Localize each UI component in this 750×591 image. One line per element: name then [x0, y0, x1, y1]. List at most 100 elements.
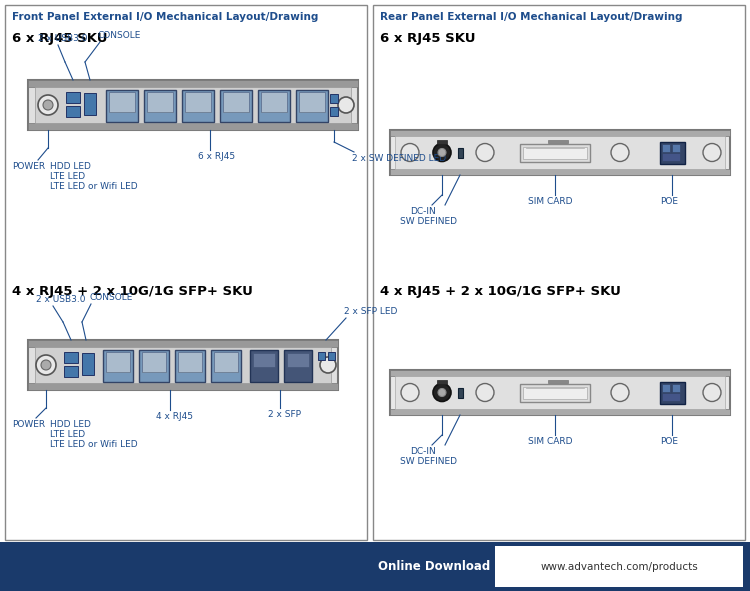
- FancyBboxPatch shape: [66, 92, 80, 103]
- FancyBboxPatch shape: [662, 393, 680, 401]
- FancyBboxPatch shape: [103, 350, 133, 382]
- FancyBboxPatch shape: [330, 107, 338, 116]
- FancyBboxPatch shape: [223, 92, 249, 112]
- Text: POWER: POWER: [12, 162, 45, 171]
- Circle shape: [476, 144, 494, 161]
- FancyBboxPatch shape: [0, 542, 750, 591]
- FancyBboxPatch shape: [258, 90, 290, 122]
- Text: SW DEFINED: SW DEFINED: [400, 217, 457, 226]
- Circle shape: [438, 148, 446, 157]
- Text: SIM CARD: SIM CARD: [528, 197, 572, 206]
- FancyBboxPatch shape: [35, 347, 331, 383]
- FancyBboxPatch shape: [182, 90, 214, 122]
- FancyBboxPatch shape: [28, 80, 358, 87]
- FancyBboxPatch shape: [142, 352, 166, 372]
- FancyBboxPatch shape: [109, 92, 135, 112]
- FancyBboxPatch shape: [523, 387, 587, 399]
- FancyBboxPatch shape: [139, 350, 169, 382]
- FancyBboxPatch shape: [390, 130, 730, 136]
- FancyBboxPatch shape: [458, 388, 463, 398]
- FancyBboxPatch shape: [660, 382, 685, 404]
- FancyBboxPatch shape: [672, 144, 680, 152]
- FancyBboxPatch shape: [395, 136, 725, 169]
- FancyBboxPatch shape: [390, 130, 730, 175]
- Circle shape: [611, 144, 629, 161]
- FancyBboxPatch shape: [185, 92, 211, 112]
- FancyBboxPatch shape: [84, 93, 96, 115]
- Text: POE: POE: [660, 437, 678, 446]
- FancyBboxPatch shape: [548, 140, 568, 143]
- Text: SIM CARD: SIM CARD: [528, 437, 572, 446]
- Text: SW DEFINED: SW DEFINED: [400, 457, 457, 466]
- FancyBboxPatch shape: [296, 90, 328, 122]
- FancyBboxPatch shape: [144, 90, 176, 122]
- FancyBboxPatch shape: [662, 153, 680, 161]
- Circle shape: [320, 357, 336, 373]
- FancyBboxPatch shape: [437, 140, 447, 144]
- FancyBboxPatch shape: [5, 5, 367, 540]
- FancyBboxPatch shape: [28, 383, 338, 390]
- Text: 4 x RJ45 + 2 x 10G/1G SFP+ SKU: 4 x RJ45 + 2 x 10G/1G SFP+ SKU: [380, 285, 621, 298]
- Circle shape: [43, 100, 53, 110]
- Text: LTE LED or Wifi LED: LTE LED or Wifi LED: [50, 182, 138, 191]
- Text: LTE LED: LTE LED: [50, 430, 85, 439]
- FancyBboxPatch shape: [390, 169, 730, 175]
- FancyBboxPatch shape: [28, 340, 338, 390]
- FancyBboxPatch shape: [178, 352, 202, 372]
- FancyBboxPatch shape: [520, 384, 590, 402]
- FancyBboxPatch shape: [672, 384, 680, 392]
- FancyBboxPatch shape: [35, 87, 351, 123]
- FancyBboxPatch shape: [662, 384, 670, 392]
- Text: 6 x RJ45: 6 x RJ45: [198, 152, 236, 161]
- Circle shape: [38, 95, 58, 115]
- Text: 4 x RJ45: 4 x RJ45: [156, 412, 193, 421]
- Text: 4 x RJ45 + 2 x 10G/1G SFP+ SKU: 4 x RJ45 + 2 x 10G/1G SFP+ SKU: [12, 285, 253, 298]
- FancyBboxPatch shape: [106, 90, 138, 122]
- FancyBboxPatch shape: [64, 366, 78, 377]
- Circle shape: [338, 97, 354, 113]
- Text: 2 x SFP LED: 2 x SFP LED: [344, 307, 398, 316]
- FancyBboxPatch shape: [82, 353, 94, 375]
- Text: 6 x RJ45 SKU: 6 x RJ45 SKU: [12, 32, 107, 45]
- FancyBboxPatch shape: [318, 352, 325, 360]
- FancyBboxPatch shape: [28, 80, 358, 130]
- FancyBboxPatch shape: [106, 352, 130, 372]
- Text: 2 x USB3.0: 2 x USB3.0: [36, 295, 86, 304]
- Text: LTE LED: LTE LED: [50, 172, 85, 181]
- Text: HDD LED: HDD LED: [50, 162, 91, 171]
- Circle shape: [41, 360, 51, 370]
- FancyBboxPatch shape: [328, 352, 335, 360]
- Text: POE: POE: [660, 197, 678, 206]
- FancyBboxPatch shape: [64, 352, 78, 363]
- Circle shape: [36, 355, 56, 375]
- Text: 2 x SFP: 2 x SFP: [268, 410, 301, 419]
- FancyBboxPatch shape: [147, 92, 173, 112]
- FancyBboxPatch shape: [253, 353, 275, 367]
- FancyBboxPatch shape: [211, 350, 241, 382]
- Text: 6 x RJ45 SKU: 6 x RJ45 SKU: [380, 32, 476, 45]
- FancyBboxPatch shape: [250, 350, 278, 382]
- FancyBboxPatch shape: [390, 370, 730, 415]
- Text: LTE LED or Wifi LED: LTE LED or Wifi LED: [50, 440, 138, 449]
- FancyBboxPatch shape: [373, 5, 745, 540]
- FancyBboxPatch shape: [28, 340, 338, 347]
- FancyBboxPatch shape: [214, 352, 238, 372]
- Circle shape: [433, 384, 451, 401]
- Text: www.advantech.com/products: www.advantech.com/products: [540, 561, 698, 571]
- FancyBboxPatch shape: [548, 380, 568, 383]
- Text: 2 x SW DEFINED LED: 2 x SW DEFINED LED: [352, 154, 446, 163]
- Text: POWER: POWER: [12, 420, 45, 429]
- Circle shape: [476, 384, 494, 401]
- FancyBboxPatch shape: [390, 370, 730, 376]
- FancyBboxPatch shape: [299, 92, 325, 112]
- Text: DC-IN: DC-IN: [410, 207, 436, 216]
- Text: DC-IN: DC-IN: [410, 447, 436, 456]
- Circle shape: [703, 384, 721, 401]
- FancyBboxPatch shape: [66, 106, 80, 117]
- FancyBboxPatch shape: [437, 380, 447, 384]
- FancyBboxPatch shape: [395, 376, 725, 409]
- FancyBboxPatch shape: [520, 144, 590, 162]
- FancyBboxPatch shape: [523, 147, 587, 159]
- Text: CONSOLE: CONSOLE: [98, 31, 141, 40]
- FancyBboxPatch shape: [284, 350, 312, 382]
